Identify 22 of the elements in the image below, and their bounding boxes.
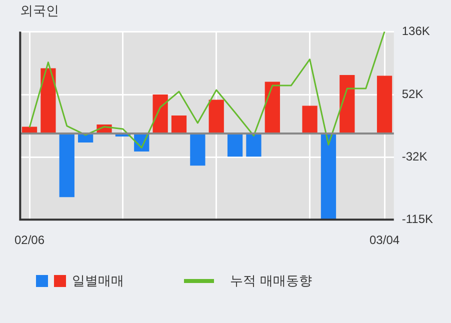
bar: [340, 75, 355, 134]
chart-title: 외국인: [20, 4, 59, 20]
bar: [208, 100, 224, 134]
legend-label: 일별매매: [72, 273, 124, 290]
y-tick-label: 52K: [402, 86, 424, 101]
legend-label: 누적 매매동향: [230, 273, 312, 290]
bar: [190, 133, 206, 166]
bar: [302, 106, 318, 134]
y-tick-label: 136K: [402, 24, 430, 38]
bar: [376, 76, 392, 134]
bar: [227, 133, 243, 157]
bar: [171, 115, 187, 134]
bar: [246, 133, 262, 157]
bar: [40, 68, 56, 134]
x-tick-label: 02/06: [14, 233, 45, 248]
bar: [320, 133, 336, 220]
bar: [152, 94, 168, 134]
bar: [59, 133, 74, 198]
bar: [264, 82, 280, 134]
y-tick-label: -115K: [402, 212, 434, 226]
y-tick-label: -32K: [402, 150, 428, 164]
x-tick-label: 03/04: [370, 233, 400, 248]
